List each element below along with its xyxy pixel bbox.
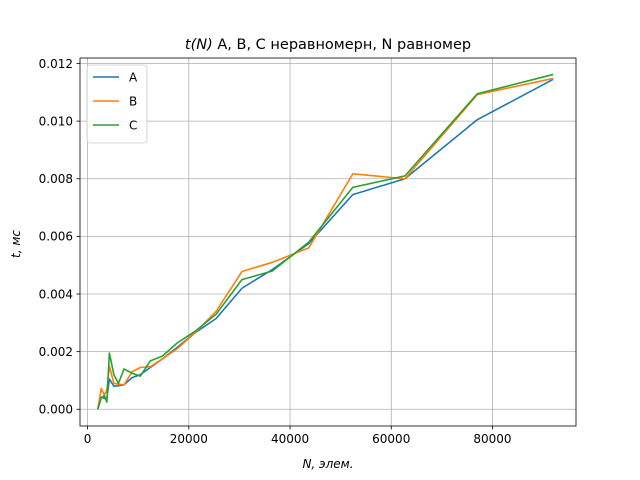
x-tick-label: 0 xyxy=(84,432,92,446)
grid xyxy=(80,58,576,426)
y-axis-label: t, мс xyxy=(9,230,23,258)
ticks: 0 20000 40000 60000 80000 0.000 0.002 0.004 0.00… xyxy=(39,57,512,446)
chart-title-rest: A, B, C неравномерн, N равномер xyxy=(213,37,471,53)
x-tick-label: 40000 xyxy=(271,432,309,446)
legend-label-b: B xyxy=(129,94,137,108)
series-line-c xyxy=(96,73,554,410)
chart-title: t(N) A, B, C неравномерн, N равномер xyxy=(185,37,471,53)
legend-label-c: C xyxy=(129,118,137,132)
chart-title-italic: t(N) xyxy=(185,37,213,53)
y-tick-label: 0.000 xyxy=(39,403,73,417)
axes-frame xyxy=(79,57,577,427)
y-tick-label: 0.010 xyxy=(39,114,73,128)
x-tick-label: 60000 xyxy=(372,432,410,446)
y-tick-label: 0.006 xyxy=(39,230,73,244)
x-tick-label: 20000 xyxy=(170,432,208,446)
legend: ABC xyxy=(86,64,148,144)
y-tick-label: 0.004 xyxy=(39,287,73,301)
y-tick-label: 0.002 xyxy=(39,345,73,359)
legend-label-a: A xyxy=(129,70,138,84)
series-lines xyxy=(96,73,554,410)
legend-box xyxy=(86,64,148,144)
y-tick-label: 0.012 xyxy=(39,57,73,71)
x-axis-label: N, элем. xyxy=(302,457,353,471)
x-tick-label: 80000 xyxy=(473,432,511,446)
y-tick-label: 0.008 xyxy=(39,172,73,186)
